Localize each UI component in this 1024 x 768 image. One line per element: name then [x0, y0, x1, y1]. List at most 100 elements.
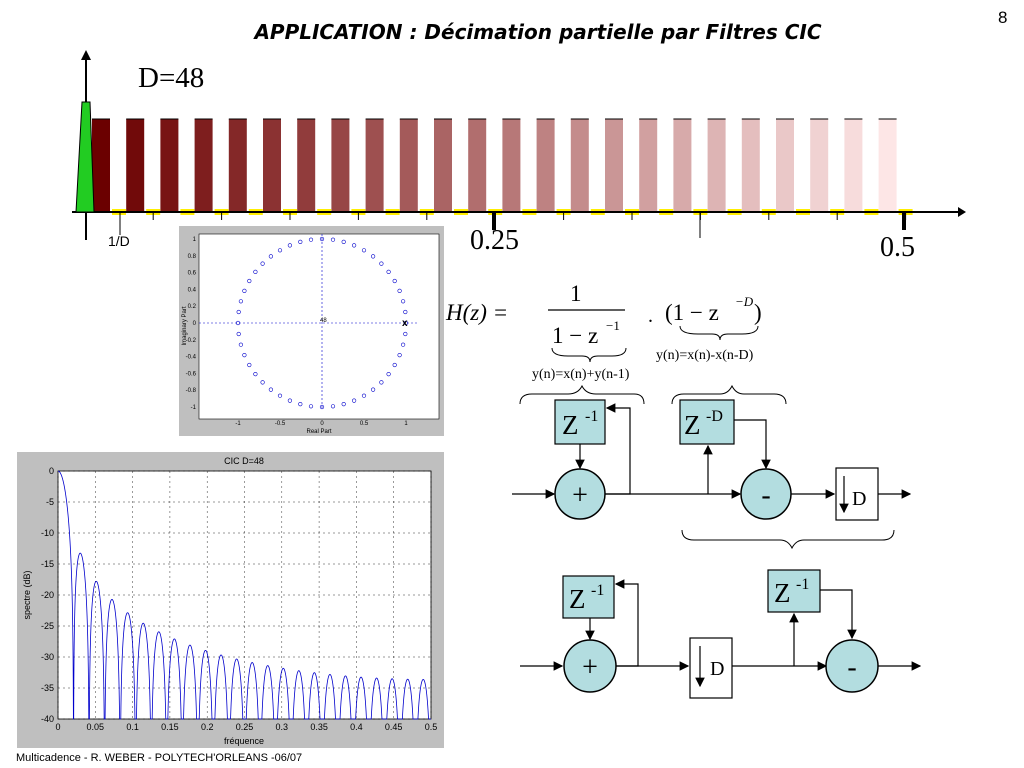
pz-zero	[298, 239, 303, 244]
bottom-integrator-exp: -1	[591, 582, 604, 599]
pz-axes-box	[198, 233, 440, 420]
pz-zero	[392, 278, 397, 284]
cic-x-tick-label: 0.05	[87, 722, 105, 732]
cic-response-curve	[57, 470, 431, 720]
pz-zero	[268, 387, 273, 392]
pz-y-tick-label: 1	[193, 237, 197, 243]
top-integrator-brace	[519, 384, 645, 405]
pz-xlabel: Real Part	[306, 429, 331, 435]
cic-x-tick-label: 0.2	[201, 722, 214, 732]
pz-zero	[397, 288, 402, 294]
frequency-axis-arrow	[958, 207, 966, 217]
pz-zero	[371, 387, 376, 392]
passband-green	[75, 101, 95, 213]
pz-zero	[253, 372, 258, 377]
pz-zero	[341, 402, 346, 407]
pz-y-ticks: 1 0.8 0.6 0.4 0.2 0 -0.2 -0.4 -0.6 -0.8 -1	[186, 237, 197, 411]
pz-zero	[386, 372, 391, 377]
bottom-comb-to-sub	[820, 589, 857, 640]
spectral-bar	[741, 119, 760, 212]
tick-label-025: 0.25	[470, 225, 519, 256]
pz-zero	[238, 342, 244, 347]
pz-y-tick-label: -0.6	[186, 371, 197, 377]
cic-x-tick-label: 0.35	[310, 722, 328, 732]
cic-y-tick-label: -35	[41, 683, 54, 693]
right-underbrace	[679, 325, 759, 341]
pole-zero-panel: 1 0.8 0.6 0.4 0.2 0 -0.2 -0.4 -0.6 -0.8 -1 -1 -0.5 0…	[179, 226, 444, 436]
caption-integrator: y(n)=x(n)+y(n-1)	[532, 367, 630, 382]
cic-x-tick-label: 0.25	[236, 722, 254, 732]
cic-y-tick-label: -40	[41, 714, 54, 724]
pz-zero	[247, 362, 252, 368]
pz-x-tick-label: 0	[320, 421, 324, 427]
bottom-integrator-delay	[562, 575, 615, 619]
spectral-bars	[92, 118, 897, 212]
top-subtractor-symbol: -	[761, 480, 770, 511]
pz-x-tick-label: -1	[235, 421, 241, 427]
pz-zero	[253, 269, 258, 275]
cic-ylabel: spectre (dB)	[22, 570, 32, 619]
cic-x-ticks: 0 0.05 0.1 0.15 0.2 0.25 0.3 0.35 0.4 0.45 0.5	[55, 722, 437, 732]
pz-zero	[330, 404, 336, 409]
tick-label-1d: 1/D	[108, 233, 130, 249]
formula-lhs: H(z) =	[445, 300, 508, 325]
cic-chart-title: CIC D=48	[224, 456, 264, 466]
pz-zero	[277, 393, 283, 398]
cic-x-tick-label: 0.5	[425, 722, 438, 732]
top-comb-z: Z	[684, 410, 701, 440]
spectral-bar	[365, 119, 384, 212]
pz-y-tick-label: -0.4	[186, 355, 197, 361]
pz-zero	[260, 261, 265, 266]
pz-zero	[308, 404, 314, 409]
pz-zero	[238, 299, 244, 304]
pz-zero	[235, 320, 241, 326]
pz-zero	[403, 309, 408, 315]
pz-y-tick-label: -1	[191, 405, 197, 411]
cic-y-tick-label: -5	[46, 497, 54, 507]
cic-y-tick-label: -10	[41, 528, 54, 538]
pz-zero	[401, 342, 406, 347]
formula-right-term: (1 − z	[665, 300, 719, 325]
cic-xlabel: fréquence	[224, 736, 264, 746]
pz-zero	[236, 309, 241, 315]
pz-zero	[242, 288, 247, 294]
pz-zero	[403, 320, 409, 326]
spectral-bar	[468, 119, 487, 212]
caption-comb: y(n)=x(n)-x(n-D)	[656, 348, 754, 363]
top-comb-delay	[679, 399, 735, 445]
pz-zero	[298, 402, 303, 407]
pz-zero	[352, 398, 357, 403]
pz-zero	[330, 237, 336, 242]
bottom-comb-exp: -1	[796, 576, 809, 593]
cic-x-tick-label: 0.3	[276, 722, 289, 732]
spectral-bar	[92, 119, 110, 212]
pz-zero	[236, 331, 241, 337]
pz-zero	[361, 393, 367, 398]
top-integrator-exp: -1	[585, 408, 598, 425]
top-decimator-d: D	[852, 488, 866, 510]
pz-zero	[319, 404, 325, 410]
cic-x-tick-label: 0.45	[385, 722, 403, 732]
page-number: 8	[998, 8, 1008, 27]
cic-x-tick-label: 0.4	[350, 722, 363, 732]
decimation-factor-label: D=48	[138, 62, 205, 94]
top-integrator-delay	[554, 399, 606, 445]
spectral-bar	[502, 119, 521, 212]
pz-center-label: 48	[320, 318, 327, 324]
pz-zero	[260, 380, 265, 385]
cic-x-tick-label: 0	[55, 722, 60, 732]
spectral-bar	[810, 119, 829, 212]
pz-zero	[392, 362, 397, 368]
pz-zero	[277, 248, 283, 253]
cic-y-tick-label: -15	[41, 559, 54, 569]
cic-y-ticks: 0 -5 -10 -15 -20 -25 -30 -35 -40	[41, 466, 54, 724]
spectral-bar	[707, 119, 726, 212]
pz-y-tick-label: 0.8	[188, 254, 197, 260]
cic-x-tick-label: 0.15	[161, 722, 179, 732]
bottom-decimator	[689, 637, 733, 699]
spectral-bar	[263, 119, 281, 212]
pz-zero	[352, 243, 357, 248]
bottom-adder-symbol: +	[582, 652, 598, 683]
spectral-bar	[570, 119, 589, 212]
bottom-comb-delay	[767, 569, 821, 613]
